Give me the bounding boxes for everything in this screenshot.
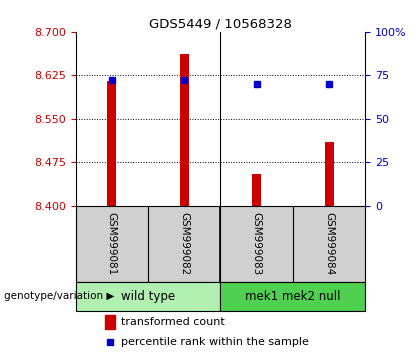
- Text: wild type: wild type: [121, 290, 175, 303]
- Bar: [252, 174, 261, 206]
- Text: GSM999082: GSM999082: [179, 212, 189, 275]
- Title: GDS5449 / 10568328: GDS5449 / 10568328: [149, 18, 292, 31]
- Text: GSM999083: GSM999083: [252, 212, 262, 275]
- Text: transformed count: transformed count: [121, 317, 224, 327]
- Bar: [108, 81, 116, 206]
- Text: GSM999081: GSM999081: [107, 212, 117, 275]
- Text: genotype/variation ▶: genotype/variation ▶: [4, 291, 115, 302]
- Bar: [180, 54, 189, 206]
- Bar: [76, 281, 220, 312]
- Text: percentile rank within the sample: percentile rank within the sample: [121, 337, 308, 347]
- Text: mek1 mek2 null: mek1 mek2 null: [245, 290, 341, 303]
- Bar: [220, 281, 365, 312]
- Bar: [325, 142, 333, 206]
- Text: GSM999084: GSM999084: [324, 212, 334, 275]
- Bar: [105, 315, 115, 329]
